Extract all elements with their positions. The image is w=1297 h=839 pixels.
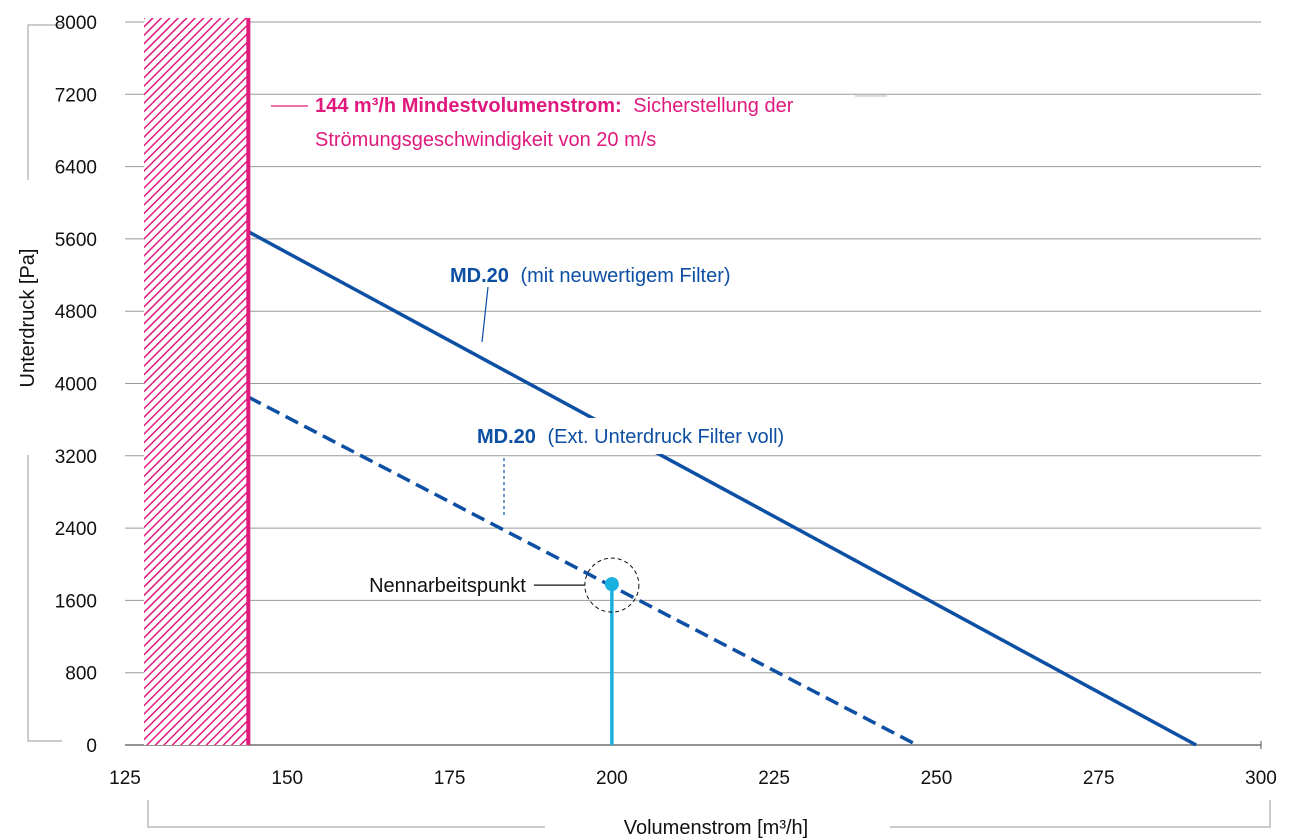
y-tick-label: 800 — [65, 664, 97, 685]
series-line-new-filter — [247, 230, 1197, 747]
grid-lines — [125, 21, 1262, 749]
x-tick-label: 300 — [1245, 768, 1277, 789]
series-1-name: MD.20 — [450, 265, 509, 287]
minimum-flow-annotation: 144 m³/h Mindestvolumenstrom: Sicherstel… — [271, 95, 887, 151]
y-axis-label: Unterdruck [Pa] — [17, 249, 39, 388]
y-tick-label: 6400 — [55, 158, 97, 179]
operating-point-label: Nennarbeitspunkt — [369, 575, 526, 597]
x-tick-label: 175 — [434, 768, 466, 789]
y-tick-label: 2400 — [55, 519, 97, 540]
series-2-name: MD.20 — [477, 426, 536, 448]
y-tick-label: 8000 — [55, 13, 97, 34]
axis-brackets — [27, 24, 1271, 828]
x-tick-labels: 125 150 175 200 225 250 275 300 — [109, 768, 1277, 789]
svg-text:144 m³/h Mindestvolumenstrom:: 144 m³/h Mindestvolumenstrom: Sicherstel… — [315, 95, 794, 117]
series-2-suffix: (Ext. Unterdruck Filter voll) — [547, 426, 784, 448]
y-tick-label: 1600 — [55, 591, 97, 612]
y-tick-labels: 0 800 1600 2400 3200 4000 4800 5600 6400 7200 8000 — [55, 13, 97, 757]
min-flow-label-bold: 144 m³/h Mindestvolumenstrom: — [315, 95, 622, 117]
y-tick-label: 4000 — [55, 375, 97, 396]
series-label-full-filter: MD.20 (Ext. Unterdruck Filter voll) — [470, 418, 848, 518]
x-tick-label: 250 — [921, 768, 953, 789]
y-tick-label: 4800 — [55, 302, 97, 323]
y-tick-label: 7200 — [55, 85, 97, 106]
svg-text:MD.20 (mit neuwertigem F: MD.20 (mit neuwertigem Filter) — [450, 265, 731, 287]
x-tick-label: 225 — [758, 768, 790, 789]
y-tick-label: 5600 — [55, 230, 97, 251]
x-tick-label: 125 — [109, 768, 141, 789]
x-tick-label: 275 — [1083, 768, 1115, 789]
svg-text:MD.20 (Ext. Unterdruck F: MD.20 (Ext. Unterdruck Filter voll) — [477, 426, 784, 448]
min-flow-label-rest: Sicherstellung der — [633, 95, 793, 117]
min-flow-label-line2: Strömungsgeschwindigkeit von 20 m/s — [315, 129, 656, 151]
series-1-suffix: (mit neuwertigem Filter) — [520, 265, 730, 287]
x-tick-label: 200 — [596, 768, 628, 789]
series-label-new-filter: MD.20 (mit neuwertigem Filter) — [450, 265, 731, 343]
x-tick-label: 150 — [271, 768, 303, 789]
y-tick-label: 3200 — [55, 447, 97, 468]
y-tick-label: 0 — [86, 736, 97, 757]
x-axis-label: Volumenstrom [m³/h] — [624, 817, 809, 839]
operating-point-marker — [604, 577, 619, 592]
below-minimum-zone — [144, 18, 249, 745]
